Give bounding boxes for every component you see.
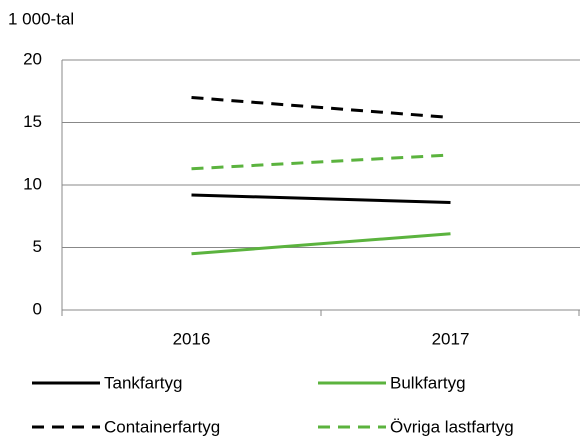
legend-label: Containerfartyg — [104, 417, 220, 436]
legend-label: Tankfartyg — [104, 373, 182, 392]
legend-label: Övriga lastfartyg — [390, 417, 514, 436]
y-tick-label: 20 — [23, 49, 42, 68]
series-line — [191, 193, 451, 204]
series-line — [191, 96, 451, 119]
series-line — [191, 232, 451, 256]
y-tick-label: 10 — [23, 174, 42, 193]
legend-label: Bulkfartyg — [390, 373, 466, 392]
series-line — [191, 153, 451, 171]
x-tick-label: 2017 — [432, 329, 470, 348]
y-tick-label: 15 — [23, 112, 42, 131]
unit-label: 1 000-tal — [8, 9, 74, 28]
x-tick-label: 2016 — [173, 329, 211, 348]
y-tick-label: 0 — [33, 299, 42, 318]
y-tick-label: 5 — [33, 237, 42, 256]
